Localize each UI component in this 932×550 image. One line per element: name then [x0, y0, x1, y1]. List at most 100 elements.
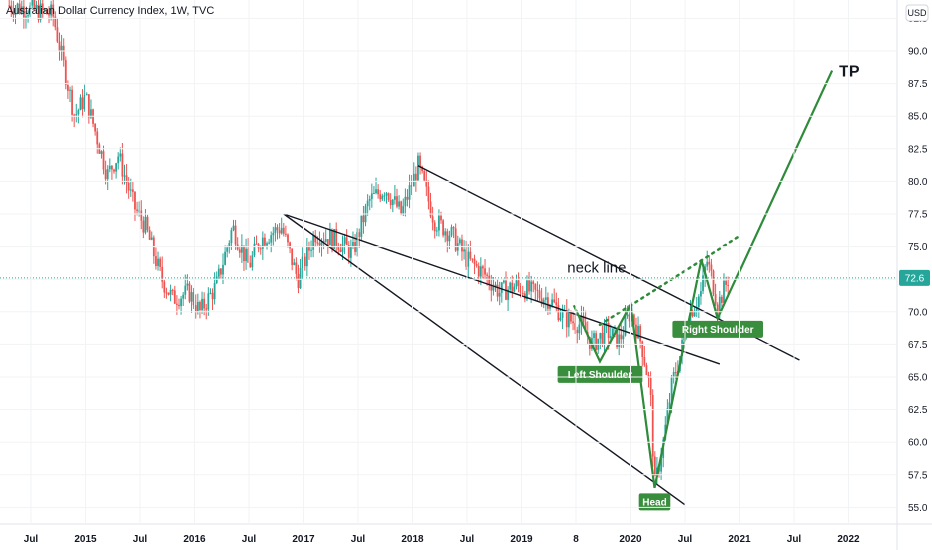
candle-body — [605, 322, 608, 324]
label-right-shoulder[interactable]: Right Shoulder — [672, 320, 763, 338]
candle-body — [461, 239, 463, 252]
candle-body — [467, 251, 470, 267]
candle-body — [681, 340, 683, 357]
currency-badge[interactable]: USD — [905, 4, 929, 22]
x-tick-label: 2015 — [74, 534, 97, 545]
candle-body — [488, 275, 491, 285]
candle-body — [278, 230, 281, 234]
label-left-shoulder[interactable]: Left Shoulder — [557, 365, 643, 383]
head-shoulders-pattern[interactable] — [572, 70, 834, 489]
x-tick-label: 2017 — [292, 534, 315, 545]
candle-body — [148, 230, 151, 240]
channel-trend-line[interactable] — [283, 213, 721, 365]
y-tick-label: 67.5 — [908, 340, 928, 351]
candle-body — [349, 246, 352, 258]
candle-body — [595, 333, 598, 350]
candle-body — [509, 282, 512, 290]
candle-body — [576, 329, 579, 334]
candle-body — [458, 239, 461, 244]
candle-body — [551, 299, 554, 306]
candle-body — [142, 220, 145, 233]
candle-body — [725, 281, 727, 285]
candle-body — [96, 131, 99, 145]
candle-body — [60, 45, 63, 51]
candle-body — [389, 200, 392, 206]
x-tick-label: 2021 — [728, 534, 751, 545]
candle-body — [62, 45, 65, 61]
candle-body — [180, 298, 182, 307]
candle-body — [463, 249, 465, 252]
candle-body — [33, 0, 36, 10]
candle-body — [186, 283, 189, 286]
candle-body — [136, 209, 138, 211]
candle-body — [396, 196, 398, 207]
candle-body — [404, 196, 407, 207]
candle-body — [368, 199, 371, 201]
candle-body — [616, 328, 618, 347]
candle-body — [387, 193, 390, 201]
candle-body — [247, 248, 250, 263]
candle-body — [496, 284, 499, 297]
candle-body — [87, 94, 90, 118]
price-axis[interactable]: 92.590.087.585.082.580.077.575.072.570.0… — [0, 14, 930, 514]
time-axis[interactable]: Jul 2015 Jul 2016 Jul 2017 Jul 2018 Jul 2019 8 2020… — [24, 0, 860, 545]
label-head[interactable]: Head — [638, 493, 671, 511]
drawing-tools-layer[interactable]: Left Shoulder Head Right Shoulder neck line… — [0, 64, 897, 511]
label-right-shoulder-bg — [672, 320, 763, 338]
candle-body — [203, 298, 206, 309]
candle-body — [48, 14, 50, 16]
label-left-shoulder-text: Left Shoulder — [568, 370, 633, 381]
candle-body — [293, 262, 296, 265]
candle-body — [607, 322, 610, 339]
candle-body — [377, 189, 380, 195]
candle-body — [14, 8, 17, 15]
candle-body — [150, 237, 153, 240]
y-tick-label: 82.5 — [908, 144, 928, 155]
x-tick-label: 2016 — [183, 534, 206, 545]
candle-body — [140, 210, 143, 221]
candle-body — [618, 334, 621, 347]
candle-body — [10, 5, 13, 12]
candle-body — [406, 196, 409, 200]
neckline-dotted[interactable] — [598, 234, 741, 327]
candle-body — [639, 325, 642, 342]
candle-body — [454, 228, 457, 251]
candle-body — [475, 263, 478, 266]
x-tick-label: 2022 — [837, 534, 860, 545]
candle-body — [647, 374, 650, 378]
candle-body — [515, 280, 518, 287]
candle-body — [444, 231, 447, 236]
candle-body — [25, 16, 27, 18]
candle-body — [695, 307, 698, 311]
candle-body — [253, 243, 256, 256]
candle-body — [16, 3, 19, 9]
y-tick-label: 55.0 — [908, 503, 928, 514]
candle-body — [182, 294, 185, 299]
candle-body — [46, 9, 48, 15]
current-price-badge[interactable]: 72.6 — [899, 269, 930, 286]
candle-body — [251, 255, 254, 268]
candle-body — [611, 328, 614, 336]
label-right-shoulder-text: Right Shoulder — [682, 325, 754, 336]
candle-body — [209, 292, 212, 294]
candle-body — [324, 239, 327, 242]
candle-body — [75, 114, 78, 116]
candle-body — [635, 324, 637, 339]
candle-body — [660, 458, 663, 472]
currency-label: USD — [907, 8, 927, 18]
candle-body — [666, 408, 669, 425]
candle-body — [448, 235, 451, 242]
candle-body — [381, 195, 384, 200]
candle-body — [490, 284, 493, 291]
candle-body — [433, 222, 436, 232]
candle-body — [159, 258, 162, 267]
candle-body — [228, 243, 231, 248]
candle-body — [649, 377, 652, 395]
candle-body — [43, 9, 46, 11]
candle-body — [473, 258, 476, 264]
candle-body — [425, 180, 428, 187]
x-tick-label: Jul — [24, 534, 39, 545]
channel-trend-line[interactable] — [283, 213, 686, 506]
candle-body — [500, 282, 503, 293]
candle-body — [375, 189, 377, 194]
